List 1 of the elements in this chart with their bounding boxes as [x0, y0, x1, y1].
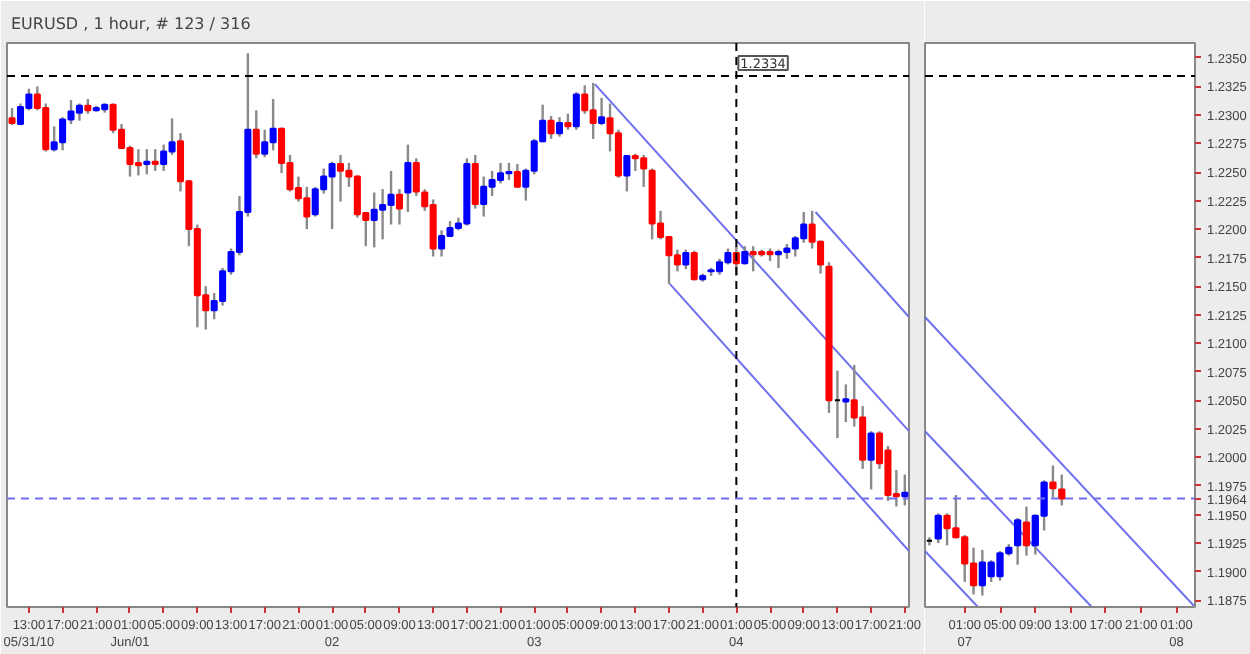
chart-title: EURUSD , 1 hour, # 123 / 316 [11, 15, 251, 33]
